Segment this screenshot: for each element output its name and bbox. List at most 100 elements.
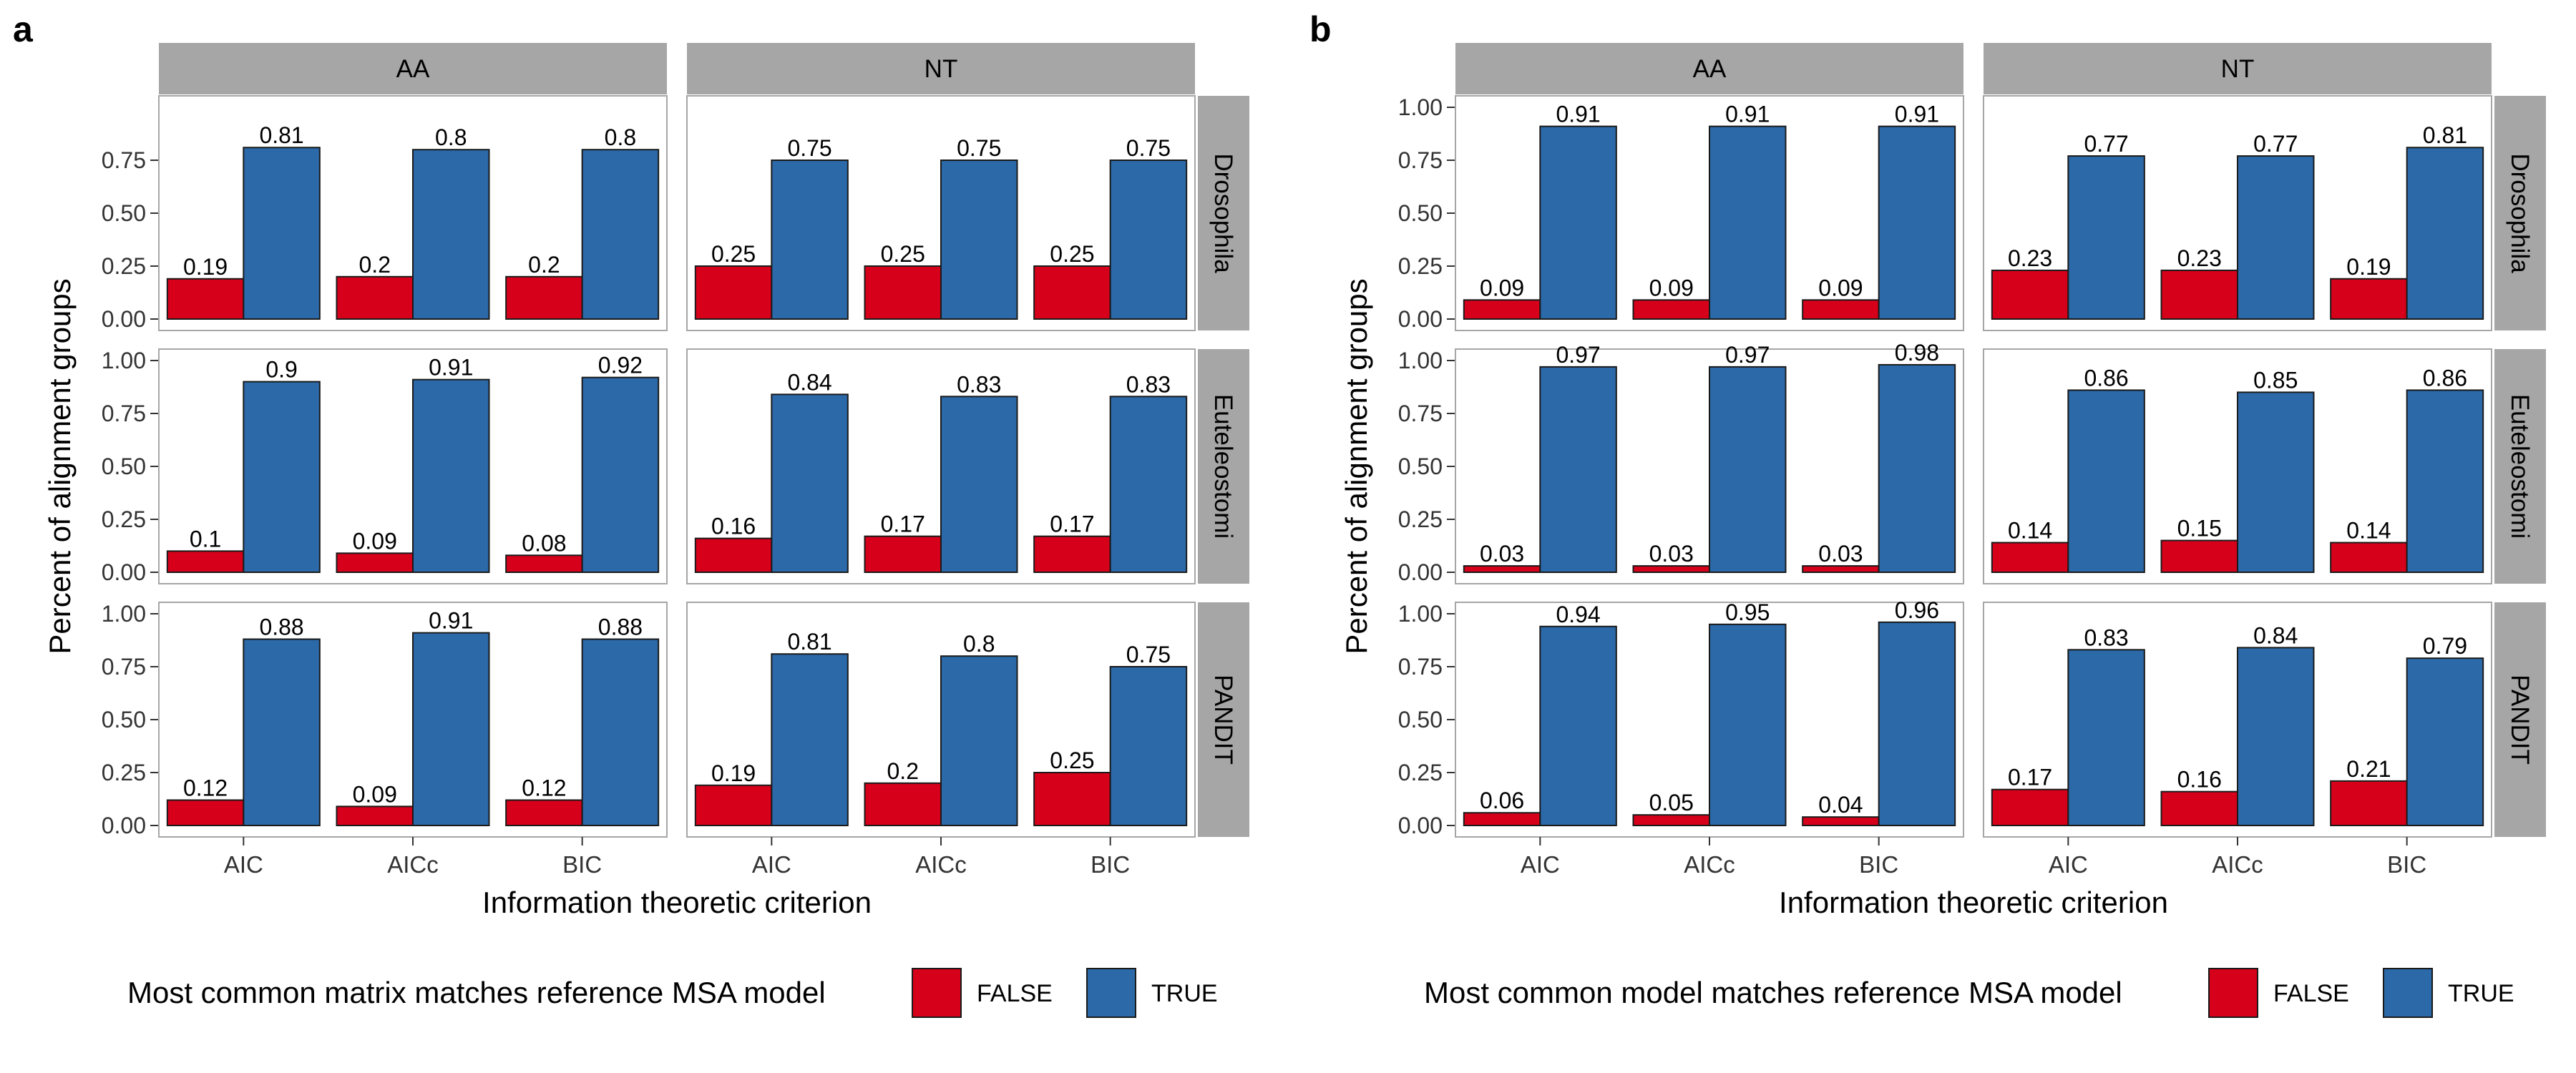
bar-value-label: 0.09 — [353, 528, 397, 554]
bar-value-label: 0.81 — [259, 122, 303, 148]
bar-true — [2237, 391, 2315, 574]
bar-true — [1878, 363, 1956, 573]
bar-value-label: 0.04 — [1818, 792, 1863, 818]
panel-letter: a — [13, 9, 34, 49]
bar-value-label: 0.75 — [787, 135, 831, 161]
y-tick-label: 0.50 — [1398, 454, 1443, 479]
y-axis-title: Percent of alignment groups — [43, 278, 77, 654]
facet-strip-aa — [1455, 43, 1963, 94]
bar-value-label: 0.9 — [265, 357, 297, 383]
bar-value-label: 0.81 — [2423, 122, 2467, 148]
bar-value-label: 0.91 — [1725, 102, 1770, 127]
bar-value-label: 0.8 — [605, 124, 636, 150]
bar-true — [2237, 155, 2315, 320]
bar-value-label: 0.25 — [711, 241, 756, 267]
facet-strip-euteleostomi — [1198, 349, 1249, 584]
bar-value-label: 0.8 — [963, 631, 995, 657]
bar-false — [2160, 269, 2238, 320]
facet-strip-nt — [1984, 43, 2492, 94]
bar-false — [1632, 565, 1710, 573]
bar-value-label: 0.16 — [711, 514, 756, 539]
bar-false — [1991, 269, 2069, 320]
legend-key-true — [1086, 968, 1136, 1018]
chart-panel-a: a AA NT Drosophila Euteleostomi PANDIT 0.00 0.2… — [13, 9, 1249, 1018]
x-tick-label: AIC — [752, 851, 791, 878]
bar-true — [1878, 125, 1956, 320]
facet-strip-label: NT — [924, 55, 958, 83]
facet-strip-pandit — [2494, 602, 2546, 837]
bar-true — [940, 160, 1018, 320]
bar-value-label: 0.1 — [190, 526, 221, 552]
y-tick-label: 0.75 — [102, 401, 146, 426]
bar-false — [505, 275, 583, 320]
y-tick-label: 0.50 — [1398, 707, 1443, 733]
bar-value-label: 0.25 — [881, 241, 925, 267]
bar-false — [864, 535, 942, 573]
facet-strip-label: PANDIT — [1209, 675, 1237, 765]
legend-title: Most common matrix matches reference MSA… — [127, 976, 826, 1009]
facet-strip-drosophila — [2494, 96, 2546, 330]
bar-value-label: 0.2 — [528, 252, 560, 278]
bar-true — [2406, 389, 2484, 573]
x-tick-label: BIC — [2387, 851, 2426, 878]
bar-true — [2406, 147, 2484, 320]
bar-value-label: 0.91 — [429, 355, 473, 381]
legend-key-false — [912, 968, 962, 1018]
facet-strip-label: AA — [1693, 55, 1727, 83]
bar-value-label: 0.21 — [2346, 756, 2391, 782]
bar-false — [505, 554, 583, 574]
bar-value-label: 0.83 — [2084, 624, 2128, 650]
bar-value-label: 0.2 — [887, 758, 919, 784]
legend-key-false — [2208, 968, 2258, 1018]
bar-false — [1802, 816, 1880, 827]
bar-value-label: 0.96 — [1895, 597, 1939, 623]
y-tick-label: 0.00 — [1398, 559, 1443, 585]
bar-false — [166, 550, 245, 574]
bar-value-label: 0.86 — [2084, 365, 2128, 391]
bar-true — [243, 638, 321, 827]
bar-true — [771, 653, 849, 826]
bar-true — [1109, 666, 1188, 826]
bar-value-label: 0.81 — [787, 629, 831, 655]
y-tick-label: 0.75 — [1398, 147, 1443, 173]
bar-false — [2330, 780, 2408, 826]
bar-value-label: 0.09 — [1649, 275, 1694, 300]
facet-strip-label: Drosophila — [2506, 153, 2534, 273]
facet-strip-label: NT — [2221, 55, 2255, 83]
bar-value-label: 0.19 — [711, 760, 756, 786]
bar-value-label: 0.91 — [1556, 102, 1600, 127]
bar-false — [694, 265, 773, 320]
bar-true — [2237, 647, 2315, 826]
bar-true — [581, 638, 660, 827]
bar-true — [412, 378, 490, 573]
bar-value-label: 0.03 — [1649, 541, 1694, 567]
bar-false — [1802, 565, 1880, 573]
bar-true — [1709, 125, 1787, 320]
y-axis-title: Percent of alignment groups — [1340, 278, 1373, 654]
bar-value-label: 0.86 — [2423, 365, 2467, 391]
facet-strip-label: Drosophila — [1209, 153, 1237, 273]
bar-value-label: 0.06 — [1480, 788, 1524, 813]
bar-true — [412, 149, 490, 320]
bar-false — [505, 799, 583, 826]
y-tick-label: 0.50 — [102, 707, 146, 733]
bar-false — [864, 265, 942, 320]
bar-value-label: 0.91 — [429, 608, 473, 634]
bar-value-label: 0.85 — [2253, 367, 2298, 393]
y-tick-label: 0.75 — [1398, 654, 1443, 680]
bar-value-label: 0.14 — [2346, 518, 2391, 544]
bar-value-label: 0.75 — [957, 135, 1001, 161]
x-tick-label: AICc — [915, 851, 967, 878]
bar-value-label: 0.75 — [1126, 642, 1171, 667]
legend-label: FALSE — [977, 980, 1053, 1007]
x-tick-label: BIC — [562, 851, 602, 878]
facet-strip-euteleostomi — [2494, 349, 2546, 584]
y-tick-label: 1.00 — [1398, 601, 1443, 627]
bar-true — [243, 147, 321, 320]
y-tick-label: 1.00 — [1398, 348, 1443, 373]
bar-true — [940, 396, 1018, 573]
bar-false — [1463, 565, 1541, 573]
y-tick-label: 0.50 — [102, 200, 146, 226]
bar-value-label: 0.88 — [259, 614, 303, 640]
